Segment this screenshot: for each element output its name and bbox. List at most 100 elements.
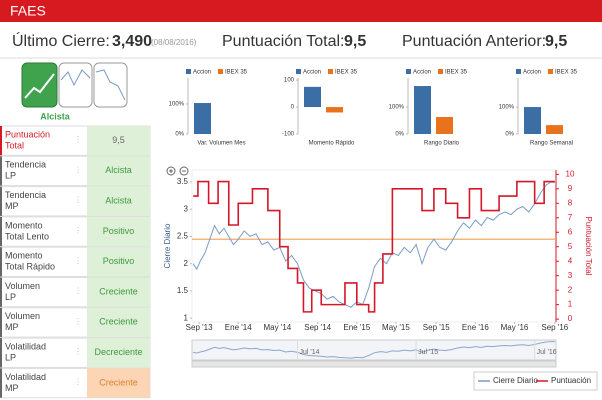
- y-tick-label: 0: [291, 105, 295, 111]
- series-line: [192, 181, 555, 308]
- x-axis-label: Momento Rápido: [309, 141, 355, 147]
- navigator-tick-label: Jul '16: [537, 349, 557, 356]
- row-marker: [0, 368, 2, 398]
- legend-label: Cierre Diario: [493, 376, 538, 385]
- legend-swatch: [438, 69, 443, 74]
- row-label: Total Rápido: [5, 262, 55, 272]
- row-label: LP: [5, 292, 16, 302]
- row-value: 9,5: [112, 135, 125, 145]
- y2-tick-label: 1: [568, 300, 573, 309]
- row-value: Alcista: [105, 165, 132, 175]
- value-cell: [87, 307, 150, 338]
- x-axis-label: Rango Semanal: [530, 141, 573, 147]
- value-cell: [87, 216, 150, 247]
- row-marker: [0, 247, 2, 277]
- row-value: Positivo: [103, 256, 135, 266]
- legend-swatch: [218, 69, 223, 74]
- row-label: LP: [5, 171, 16, 181]
- header-title: FAES: [10, 3, 46, 19]
- row-label: Momento: [5, 220, 43, 230]
- row-value: Decreciente: [94, 347, 142, 357]
- summary-label: Puntuación Total:: [222, 33, 344, 50]
- trend-icons: [21, 62, 128, 108]
- y-tick-label: 2: [184, 259, 189, 268]
- x-tick-label: Ene '16: [462, 323, 489, 332]
- row-dots: ⋮: [74, 135, 82, 144]
- summary-value: 9,5: [344, 33, 366, 50]
- legend-label: IBEX 35: [445, 70, 468, 76]
- y2-tick-label: 6: [568, 227, 573, 236]
- legend-swatch: [516, 69, 521, 74]
- y-tick-label: 0%: [395, 132, 404, 138]
- y2-tick-label: 3: [568, 271, 573, 280]
- y-tick-label: 100%: [499, 105, 515, 111]
- row-dots: ⋮: [74, 287, 82, 296]
- value-cell: [87, 338, 150, 368]
- y-tick-label: 0%: [175, 132, 184, 138]
- row-label: Total: [5, 140, 24, 150]
- row-dots: ⋮: [74, 256, 82, 265]
- row-dots: ⋮: [74, 347, 82, 356]
- navigator-tick-label: Jul '14: [300, 349, 320, 356]
- header-bar: [0, 0, 602, 22]
- legend-box: [473, 371, 598, 391]
- legend-label: IBEX 35: [555, 70, 578, 76]
- x-tick-label: Sep '15: [423, 323, 450, 332]
- navigator-bg: [191, 339, 557, 361]
- y2-tick-label: 8: [568, 198, 573, 207]
- x-tick-label: Ene '15: [343, 323, 370, 332]
- y2-tick-label: 0: [568, 314, 573, 323]
- summary-label: Último Cierre:: [12, 31, 110, 50]
- row-label: Volatilidad: [5, 372, 46, 382]
- row-label: Tendencia: [5, 190, 46, 200]
- row-marker: [0, 156, 2, 186]
- y-tick-label: -100: [282, 132, 295, 138]
- y-tick-label: 1.5: [177, 286, 189, 295]
- y-tick-label: 3: [184, 204, 189, 213]
- bar: [414, 86, 431, 134]
- row-label: Volumen: [5, 311, 40, 321]
- legend-swatch: [328, 69, 333, 74]
- bar: [194, 103, 211, 134]
- y-tick-label: 100%: [389, 105, 405, 111]
- legend-label: Accion: [523, 70, 541, 76]
- y2-tick-label: 4: [568, 256, 573, 265]
- row-value: Positivo: [103, 226, 135, 236]
- legend-label: Accion: [303, 70, 321, 76]
- zoom-icons: [166, 166, 189, 176]
- y2-tick-label: 2: [568, 285, 573, 294]
- legend-swatch: [186, 69, 191, 74]
- y-axis-title: Cierre Diario: [163, 223, 172, 268]
- row-label: Volumen: [5, 281, 40, 291]
- legend-swatch: [548, 69, 553, 74]
- x-tick-label: May '14: [263, 323, 291, 332]
- x-tick-label: May '16: [501, 323, 529, 332]
- legend-label: Accion: [413, 70, 431, 76]
- y2-tick-label: 5: [568, 242, 573, 251]
- row-marker: [0, 277, 2, 307]
- legend-label: IBEX 35: [335, 70, 358, 76]
- summary-value: 9,5: [545, 33, 567, 50]
- row-dots: ⋮: [74, 317, 82, 326]
- bar: [326, 107, 343, 113]
- row-label: LP: [5, 352, 16, 362]
- row-label: MP: [5, 383, 19, 393]
- row-dots: ⋮: [74, 165, 82, 174]
- x-axis-label: Var. Volumen Mes: [197, 141, 245, 147]
- bar: [436, 117, 453, 134]
- x-tick-label: Sep '13: [186, 323, 213, 332]
- row-dots: ⋮: [74, 196, 82, 205]
- summary-note: (08/08/2016): [151, 38, 197, 47]
- y-tick-label: 0%: [505, 132, 514, 138]
- y-tick-label: 100: [284, 78, 295, 84]
- row-marker: [0, 307, 2, 338]
- value-cell: [87, 186, 150, 216]
- row-label: Momento: [5, 251, 43, 261]
- bar: [524, 107, 541, 134]
- row-value: Alcista: [105, 195, 132, 205]
- row-label: Tendencia: [5, 160, 46, 170]
- x-axis-label: Rango Diario: [424, 141, 460, 147]
- row-value: Creciente: [99, 377, 138, 387]
- row-value: Creciente: [99, 286, 138, 296]
- y-tick-label: 3.5: [177, 177, 189, 186]
